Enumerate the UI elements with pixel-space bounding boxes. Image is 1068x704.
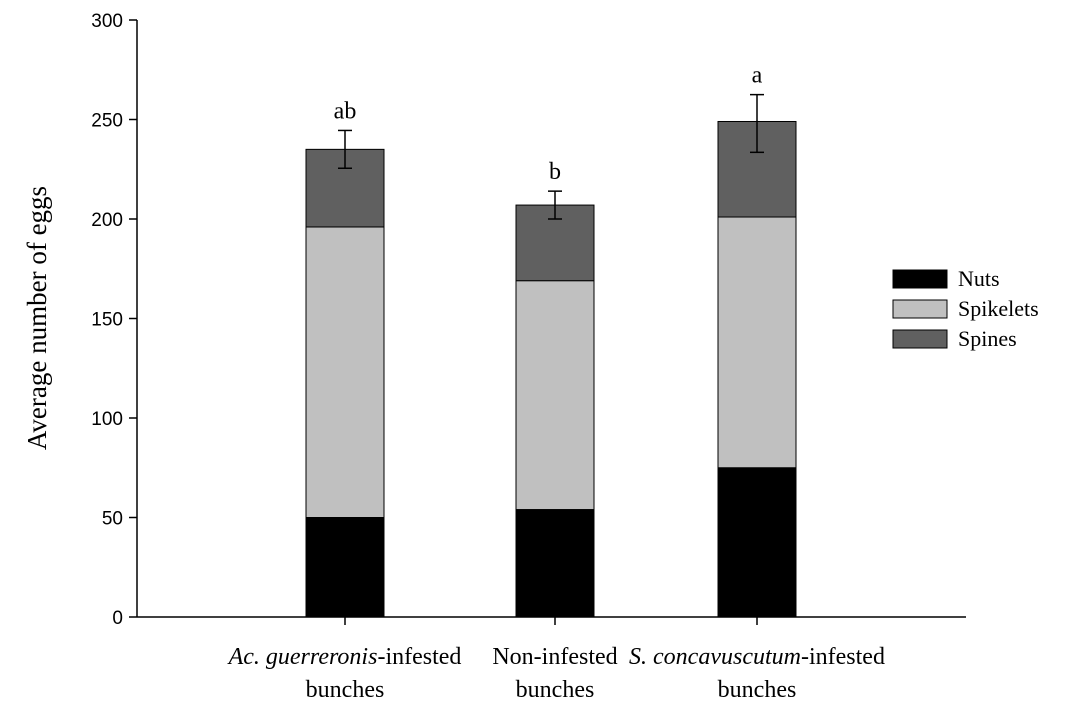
y-tick-label: 300 <box>91 11 123 32</box>
legend-swatch-spines <box>892 329 948 349</box>
x-category-label-text: -infested <box>801 644 885 670</box>
y-tick-label: 200 <box>91 210 123 231</box>
x-category-label-text: Non-infested <box>492 644 617 670</box>
x-category-label-line2: bunches <box>516 677 595 703</box>
significance-letter: ab <box>334 98 357 124</box>
x-category-label-line1: Non-infested <box>492 644 617 670</box>
significance-letter: b <box>549 159 561 185</box>
legend-label: Spines <box>958 326 1017 351</box>
x-category-label-text: -infested <box>377 644 461 670</box>
bar-segment-spikelets <box>305 226 385 519</box>
bar-segment-nuts <box>305 517 385 618</box>
y-tick-label: 250 <box>91 111 123 132</box>
x-category-label-line1: S. concavuscutum-infested <box>629 644 885 670</box>
x-category-label-italic: S. concavuscutum <box>629 644 801 670</box>
bar-segment-nuts <box>717 467 797 618</box>
y-tick-label: 100 <box>91 409 123 430</box>
y-axis: 0 50 100 150 200 250 300 <box>91 11 138 629</box>
y-tick-label: 150 <box>91 310 123 331</box>
x-category-label-line2: bunches <box>718 677 797 703</box>
bar-segment-nuts <box>515 509 595 618</box>
y-tick-label: 0 <box>112 608 123 629</box>
legend: Nuts Spikelets Spines <box>892 266 1039 351</box>
legend-swatch-spikelets <box>892 299 948 319</box>
x-category-label-italic: Ac. guerreronis <box>227 644 378 670</box>
significance-letters: ab b a <box>334 63 763 186</box>
bar-segment-spikelets <box>515 280 595 511</box>
x-axis <box>137 616 966 625</box>
legend-label: Nuts <box>958 266 1000 291</box>
bar-segment-spikelets <box>717 216 797 469</box>
legend-swatch-nuts <box>892 269 948 289</box>
x-category-label-line2: bunches <box>306 677 385 703</box>
y-tick-label: 50 <box>102 509 123 530</box>
legend-label: Spikelets <box>958 296 1039 321</box>
bars <box>305 120 797 618</box>
significance-letter: a <box>752 63 763 89</box>
x-category-label-line1: Ac. guerreronis-infested <box>227 644 462 670</box>
y-axis-label: Average number of eggs <box>22 186 52 450</box>
x-category-labels: Ac. guerreronis-infestedbunchesNon-infes… <box>227 644 885 703</box>
error-bars <box>338 93 764 220</box>
